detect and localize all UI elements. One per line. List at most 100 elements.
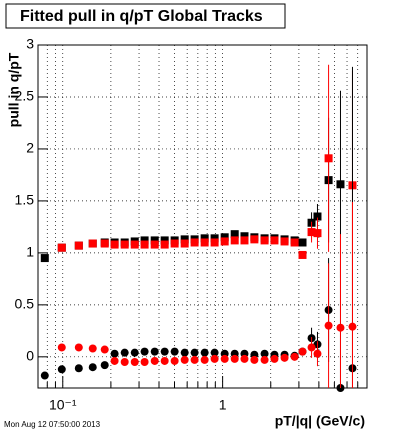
marker-square	[130, 240, 139, 249]
marker-circle	[260, 355, 269, 364]
marker-circle	[140, 358, 149, 367]
marker-square	[210, 238, 219, 247]
marker-square	[74, 241, 83, 250]
marker-circle	[74, 343, 83, 352]
marker-circle	[298, 347, 307, 356]
marker-circle	[313, 349, 322, 358]
marker-circle	[120, 358, 129, 367]
marker-square	[270, 236, 279, 245]
y-tick-label: 1.5	[15, 192, 35, 208]
marker-circle	[220, 354, 229, 363]
marker-circle	[307, 343, 316, 352]
marker-circle	[120, 348, 129, 357]
marker-square	[110, 240, 119, 249]
marker-circle	[180, 348, 189, 357]
marker-square	[290, 238, 299, 247]
marker-square	[160, 240, 169, 249]
y-tick-label: 2.5	[15, 88, 35, 104]
marker-circle	[200, 355, 209, 364]
marker-circle	[40, 371, 49, 380]
marker-square	[190, 238, 199, 247]
marker-circle	[190, 348, 199, 357]
marker-square	[100, 239, 109, 248]
marker-square	[220, 233, 229, 242]
marker-square	[250, 235, 259, 244]
marker-circle	[57, 343, 66, 352]
marker-circle	[210, 348, 219, 357]
marker-square	[230, 230, 239, 239]
title-box	[5, 3, 286, 29]
marker-circle	[140, 347, 149, 356]
marker-square	[140, 236, 149, 245]
marker-square	[324, 154, 333, 163]
marker-circle	[100, 361, 109, 370]
y-tick-label: 1	[26, 244, 34, 260]
marker-square	[150, 240, 159, 249]
marker-circle	[130, 348, 139, 357]
marker-circle	[110, 356, 119, 365]
marker-circle	[240, 354, 249, 363]
marker-circle	[57, 365, 66, 374]
marker-circle	[88, 344, 97, 353]
marker-circle	[190, 355, 199, 364]
marker-square	[180, 235, 189, 244]
marker-circle	[336, 323, 345, 332]
marker-circle	[74, 364, 83, 373]
marker-square	[120, 240, 129, 249]
marker-circle	[250, 355, 259, 364]
marker-circle	[200, 348, 209, 357]
marker-circle	[110, 349, 119, 358]
marker-square	[298, 250, 307, 259]
marker-square	[88, 239, 97, 248]
marker-square	[307, 228, 316, 237]
marker-circle	[260, 349, 269, 358]
marker-circle	[210, 354, 219, 363]
marker-circle	[180, 355, 189, 364]
marker-square	[170, 239, 179, 248]
marker-circle	[150, 356, 159, 365]
marker-circle	[160, 347, 169, 356]
y-tick-label: 2	[26, 140, 34, 156]
chart-title: Fitted pull in q/pT Global Tracks	[20, 8, 263, 25]
marker-square	[336, 180, 345, 189]
marker-circle	[280, 353, 289, 362]
y-tick-label: 0.5	[15, 296, 35, 312]
marker-square	[200, 238, 209, 247]
marker-square	[280, 237, 289, 246]
marker-circle	[170, 356, 179, 365]
marker-square	[220, 237, 229, 246]
x-tick-label: 10⁻¹	[49, 397, 77, 413]
marker-circle	[348, 322, 357, 331]
marker-square	[240, 232, 249, 241]
marker-circle	[160, 356, 169, 365]
marker-circle	[324, 321, 333, 330]
x-axis-label: pT/|q| (GeV/c)	[275, 413, 365, 429]
marker-square	[313, 212, 322, 221]
marker-square	[160, 236, 169, 245]
marker-circle	[290, 352, 299, 361]
marker-square	[40, 254, 49, 263]
marker-circle	[130, 358, 139, 367]
marker-circle	[170, 347, 179, 356]
x-tick-label: 1	[219, 397, 227, 413]
marker-square	[200, 234, 209, 243]
marker-square	[180, 239, 189, 248]
y-tick-label: 0	[26, 348, 34, 364]
marker-square	[150, 236, 159, 245]
y-axis-label: pull in q/pT	[6, 52, 22, 127]
marker-circle	[100, 345, 109, 354]
marker-square	[313, 229, 322, 238]
marker-square	[140, 240, 149, 249]
y-tick-label: 3	[26, 36, 34, 52]
marker-circle	[230, 354, 239, 363]
marker-circle	[150, 347, 159, 356]
marker-square	[240, 236, 249, 245]
footer-date: Mon Aug 12 07:50:00 2013	[4, 420, 101, 429]
marker-square	[210, 234, 219, 243]
marker-square	[260, 236, 269, 245]
marker-square	[298, 238, 307, 247]
marker-square	[57, 243, 66, 252]
marker-circle	[270, 354, 279, 363]
marker-square	[230, 236, 239, 245]
